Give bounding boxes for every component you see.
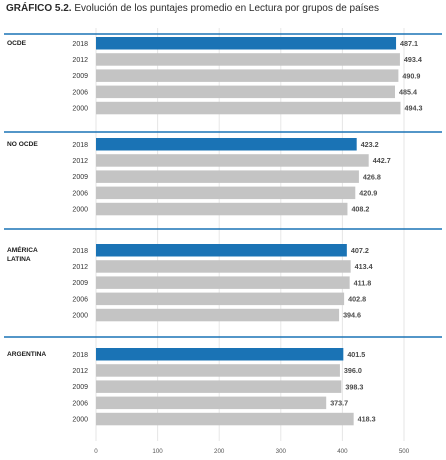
year-label: 2006 [72,400,88,407]
x-tick-label: 300 [276,448,287,455]
year-label: 2006 [72,296,88,303]
bar-group: AMÉRICA LATINA 2018 407.2 2012 413.4 2009 411.8… [4,228,442,322]
year-label: 2018 [72,41,88,48]
bar [96,260,351,273]
value-label: 411.8 [354,278,372,287]
value-label: 418.3 [358,415,376,424]
bar [96,69,399,82]
bar [96,412,354,426]
year-label: 2018 [72,142,88,149]
value-label: 485.4 [399,87,417,96]
year-label: 2012 [72,368,88,375]
year-label: 2000 [72,106,88,113]
value-label: 402.8 [348,294,366,303]
group-label-line: ARGENTINA [7,351,46,358]
group-label-line: LATINA [7,256,31,263]
bar-group: ARGENTINA 2018 401.5 2012 396.0 2009 398.3 2006… [4,336,442,426]
bar-highlight [96,138,357,151]
year-label: 2009 [72,73,88,80]
year-label: 2006 [72,190,88,197]
group-label: NO OCDE [7,141,38,148]
value-label: 442.7 [373,156,391,165]
value-label: 413.4 [355,262,373,271]
bar [96,380,342,393]
value-label: 408.2 [351,205,369,214]
x-tick-label: 200 [214,448,225,455]
year-label: 2009 [72,280,88,287]
bar [96,101,401,115]
bar [96,396,327,410]
bar [96,154,369,167]
year-label: 2012 [72,264,88,271]
value-label: 493.4 [404,55,422,64]
year-label: 2000 [72,207,88,214]
year-label: 2009 [72,384,88,391]
group-label-line: OCDE [7,40,27,47]
year-label: 2018 [72,352,88,359]
value-label: 490.9 [402,71,420,80]
x-tick-label: 0 [94,448,98,455]
bar-group: NO OCDE 2018 423.2 2012 442.7 2009 426.8 2006 42… [4,131,442,216]
bar-highlight [96,244,347,257]
group-label-line: NO OCDE [7,141,38,148]
value-label: 494.3 [404,104,422,113]
year-label: 2000 [72,313,88,320]
group-label: ARGENTINA [7,351,46,358]
x-tick-label: 400 [337,448,348,455]
bar-group: OCDE 2018 487.1 2012 493.4 2009 490.9 2006 485.4… [4,33,442,115]
year-label: 2009 [72,174,88,181]
value-label: 423.2 [361,140,379,149]
bar [96,85,396,99]
value-label: 398.3 [345,382,363,391]
chart-title-prefix: GRÁFICO 5.2. [6,3,72,14]
year-label: 2012 [72,158,88,165]
bar [96,202,348,216]
bar [96,186,356,200]
chart-title-text: Evolución de los puntajes promedio en Le… [74,3,379,14]
chart-title: GRÁFICO 5.2. Evolución de los puntajes p… [6,2,379,15]
bar [96,308,340,322]
value-label: 407.2 [351,246,369,255]
value-label: 394.6 [343,311,361,320]
year-label: 2012 [72,57,88,64]
group-label: AMÉRICA LATINA [7,245,38,263]
value-label: 426.8 [363,172,381,181]
x-axis: 0 100 200 300 400 500 [94,448,409,455]
value-label: 487.1 [400,39,418,48]
bar [96,53,400,66]
group-label: OCDE [7,40,27,47]
bar-highlight [96,348,344,361]
value-label: 401.5 [347,350,365,359]
x-tick-label: 500 [399,448,410,455]
group-label-line: AMÉRICA [7,245,38,254]
year-label: 2018 [72,248,88,255]
bar [96,292,345,306]
year-label: 2000 [72,417,88,424]
value-label: 373.7 [330,398,348,407]
x-tick-label: 100 [152,448,163,455]
bar [96,364,340,377]
bar [96,276,350,289]
value-label: 396.0 [344,366,362,375]
value-label: 420.9 [359,188,377,197]
bar-highlight [96,37,397,50]
year-label: 2006 [72,89,88,96]
bar [96,170,359,183]
